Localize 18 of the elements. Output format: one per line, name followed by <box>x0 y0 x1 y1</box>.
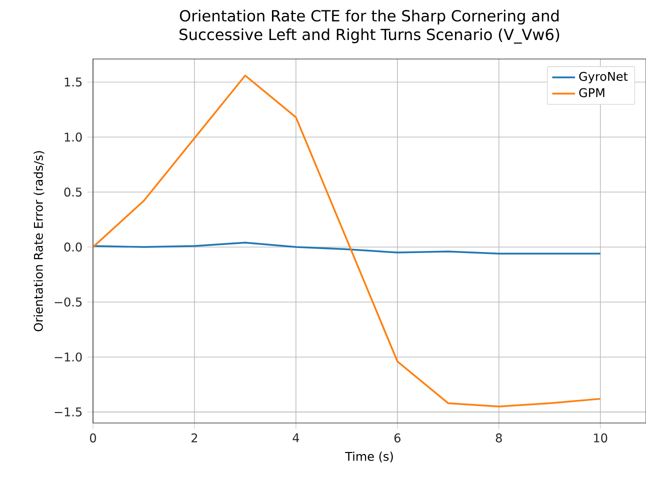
x-tick-label: 4 <box>292 433 300 442</box>
y-tick-label: −1.0 <box>54 352 82 362</box>
x-tick-label: 10 <box>594 433 608 442</box>
y-tick-label: 1.0 <box>64 132 82 142</box>
y-axis-title: Orientation Rate Error (rads/s) <box>34 151 44 332</box>
x-tick-label: 2 <box>192 433 198 442</box>
y-tick-label: 0.5 <box>64 188 82 197</box>
x-axis-title: Time (s) <box>345 452 393 462</box>
legend-label: GyroNet <box>579 72 628 84</box>
chart-title: Orientation Rate CTE for the Sharp Cornering and Successive Left and Right Turns Scenario (V_Vw6) <box>180 10 560 44</box>
y-tick-label: 1.5 <box>64 78 82 87</box>
y-tick-label: 0.0 <box>64 242 82 252</box>
y-tick-label: −0.5 <box>54 297 82 307</box>
legend-label: GPM <box>579 88 604 98</box>
y-tick-label: −1.5 <box>54 408 82 416</box>
x-tick-label: 8 <box>496 433 502 442</box>
x-tick-label: 0 <box>90 433 96 442</box>
x-tick-label: 6 <box>394 433 400 442</box>
